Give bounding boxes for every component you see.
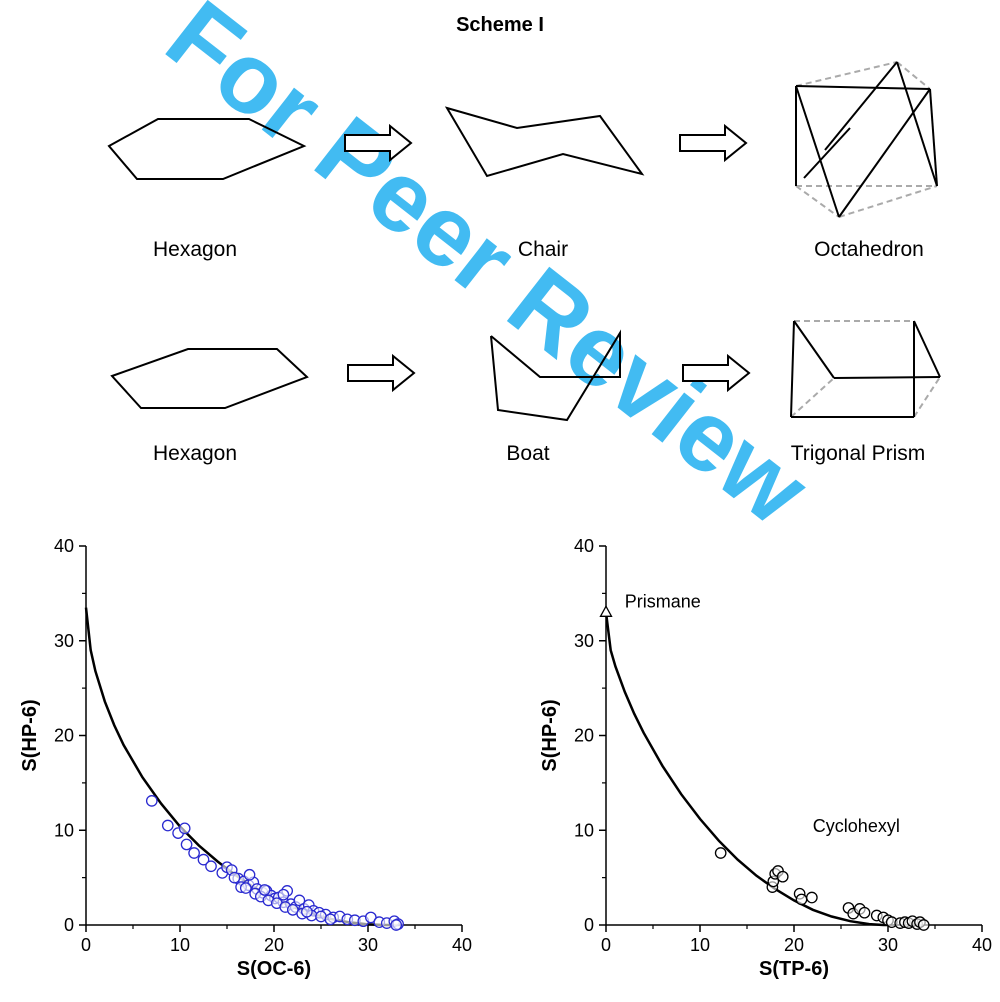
chart0-x-tick-label: 40 bbox=[452, 935, 472, 955]
chart1-x-tick-label: 20 bbox=[784, 935, 804, 955]
chair-shape bbox=[444, 106, 645, 178]
chart1-data-point bbox=[917, 919, 930, 931]
chart1-y-tick-label: 30 bbox=[574, 631, 594, 651]
octahedron-shape bbox=[795, 61, 938, 218]
chart1-y-tick-label: 10 bbox=[574, 820, 594, 840]
chart1-x-axis-label: S(TP-6) bbox=[759, 958, 829, 980]
chart1-prismane-triangle-point bbox=[599, 604, 613, 617]
chart0-y-tick-label: 10 bbox=[54, 820, 74, 840]
chart0-data-point bbox=[243, 868, 256, 881]
chart1-x-tick-label: 30 bbox=[878, 935, 898, 955]
boat-shape bbox=[490, 329, 621, 422]
chart1-annotation: Prismane bbox=[625, 592, 701, 612]
chart1-y-tick-label: 20 bbox=[574, 726, 594, 746]
chart0-data-point bbox=[324, 913, 337, 926]
scheme-drawing bbox=[107, 61, 941, 422]
chart0-data-point bbox=[390, 919, 403, 931]
arrow-icon-row1-b bbox=[679, 123, 748, 163]
chart0-x-axis-label: S(OC-6) bbox=[237, 958, 311, 980]
chart0-data-point bbox=[258, 884, 271, 896]
chart0-y-tick-label: 30 bbox=[54, 631, 74, 651]
chart1-x-tick-label: 40 bbox=[972, 935, 992, 955]
chair-label: Chair bbox=[517, 238, 569, 261]
chart1-x-tick-label: 10 bbox=[690, 935, 710, 955]
hexagon-shape-row1 bbox=[107, 118, 307, 180]
hexagon-label-row2: Hexagon bbox=[152, 442, 238, 465]
chart0-y-tick-label: 40 bbox=[54, 536, 74, 556]
chart1-y-tick-label: 0 bbox=[584, 915, 594, 935]
chart0-data-point bbox=[205, 860, 217, 873]
trigonal-prism-shape bbox=[790, 320, 941, 418]
hexagon-label-row1: Hexagon bbox=[152, 238, 238, 261]
hexagon-shape-row2 bbox=[110, 348, 309, 409]
chart1-y-tick-label: 40 bbox=[574, 536, 594, 556]
chart0-data-point bbox=[239, 882, 252, 894]
boat-label: Boat bbox=[506, 442, 550, 465]
chart-right: 0 10 20 30 40 0 10 20 30 40 S(TP-6) S(HP-6) Prismane… bbox=[539, 536, 992, 980]
chart1-data-point bbox=[858, 906, 871, 919]
chart0-y-axis-label: S(HP-6) bbox=[19, 699, 41, 771]
chart1-annotation: Cyclohexyl bbox=[813, 816, 900, 836]
scheme-title: Scheme I bbox=[456, 14, 544, 36]
chart1-data-point bbox=[795, 893, 808, 906]
octahedron-label: Octahedron bbox=[814, 238, 924, 261]
arrow-icon-row1-a bbox=[344, 123, 413, 163]
chart0-data-point bbox=[197, 853, 210, 866]
trigonal-prism-label: Trigonal Prism bbox=[790, 442, 926, 465]
chart0-y-tick-label: 20 bbox=[54, 726, 74, 746]
chart0-data-point bbox=[277, 888, 290, 901]
chart0-x-tick-label: 30 bbox=[358, 935, 378, 955]
chart0-data-point bbox=[161, 819, 174, 832]
arrow-icon-row2-b bbox=[682, 353, 751, 393]
scheme-figure: Scheme I bbox=[0, 0, 1000, 500]
arrow-icon-row2-a bbox=[347, 353, 416, 393]
chart0-data-point bbox=[188, 847, 200, 859]
chart0-x-tick-label: 0 bbox=[81, 935, 91, 955]
chart0-data-point bbox=[145, 795, 158, 807]
chart1-data-point bbox=[776, 870, 789, 883]
chart0-data-point bbox=[301, 905, 313, 918]
chart1-y-axis-label: S(HP-6) bbox=[539, 699, 561, 771]
chart-left: 0 10 20 30 40 0 10 20 30 40 S(OC-6) S(HP-6) bbox=[19, 536, 472, 980]
chart0-data-point bbox=[178, 822, 191, 835]
chart0-x-tick-label: 10 bbox=[170, 935, 190, 955]
chart0-data-point bbox=[180, 838, 193, 851]
chart0-y-tick-label: 0 bbox=[64, 915, 74, 935]
chart1-data-point bbox=[714, 847, 727, 859]
chart0-x-tick-label: 20 bbox=[264, 935, 284, 955]
chart0-data-point bbox=[228, 871, 241, 884]
chart1-x-tick-label: 0 bbox=[601, 935, 611, 955]
chart1-data-point bbox=[806, 891, 818, 904]
chart1-path-curve bbox=[604, 612, 888, 927]
